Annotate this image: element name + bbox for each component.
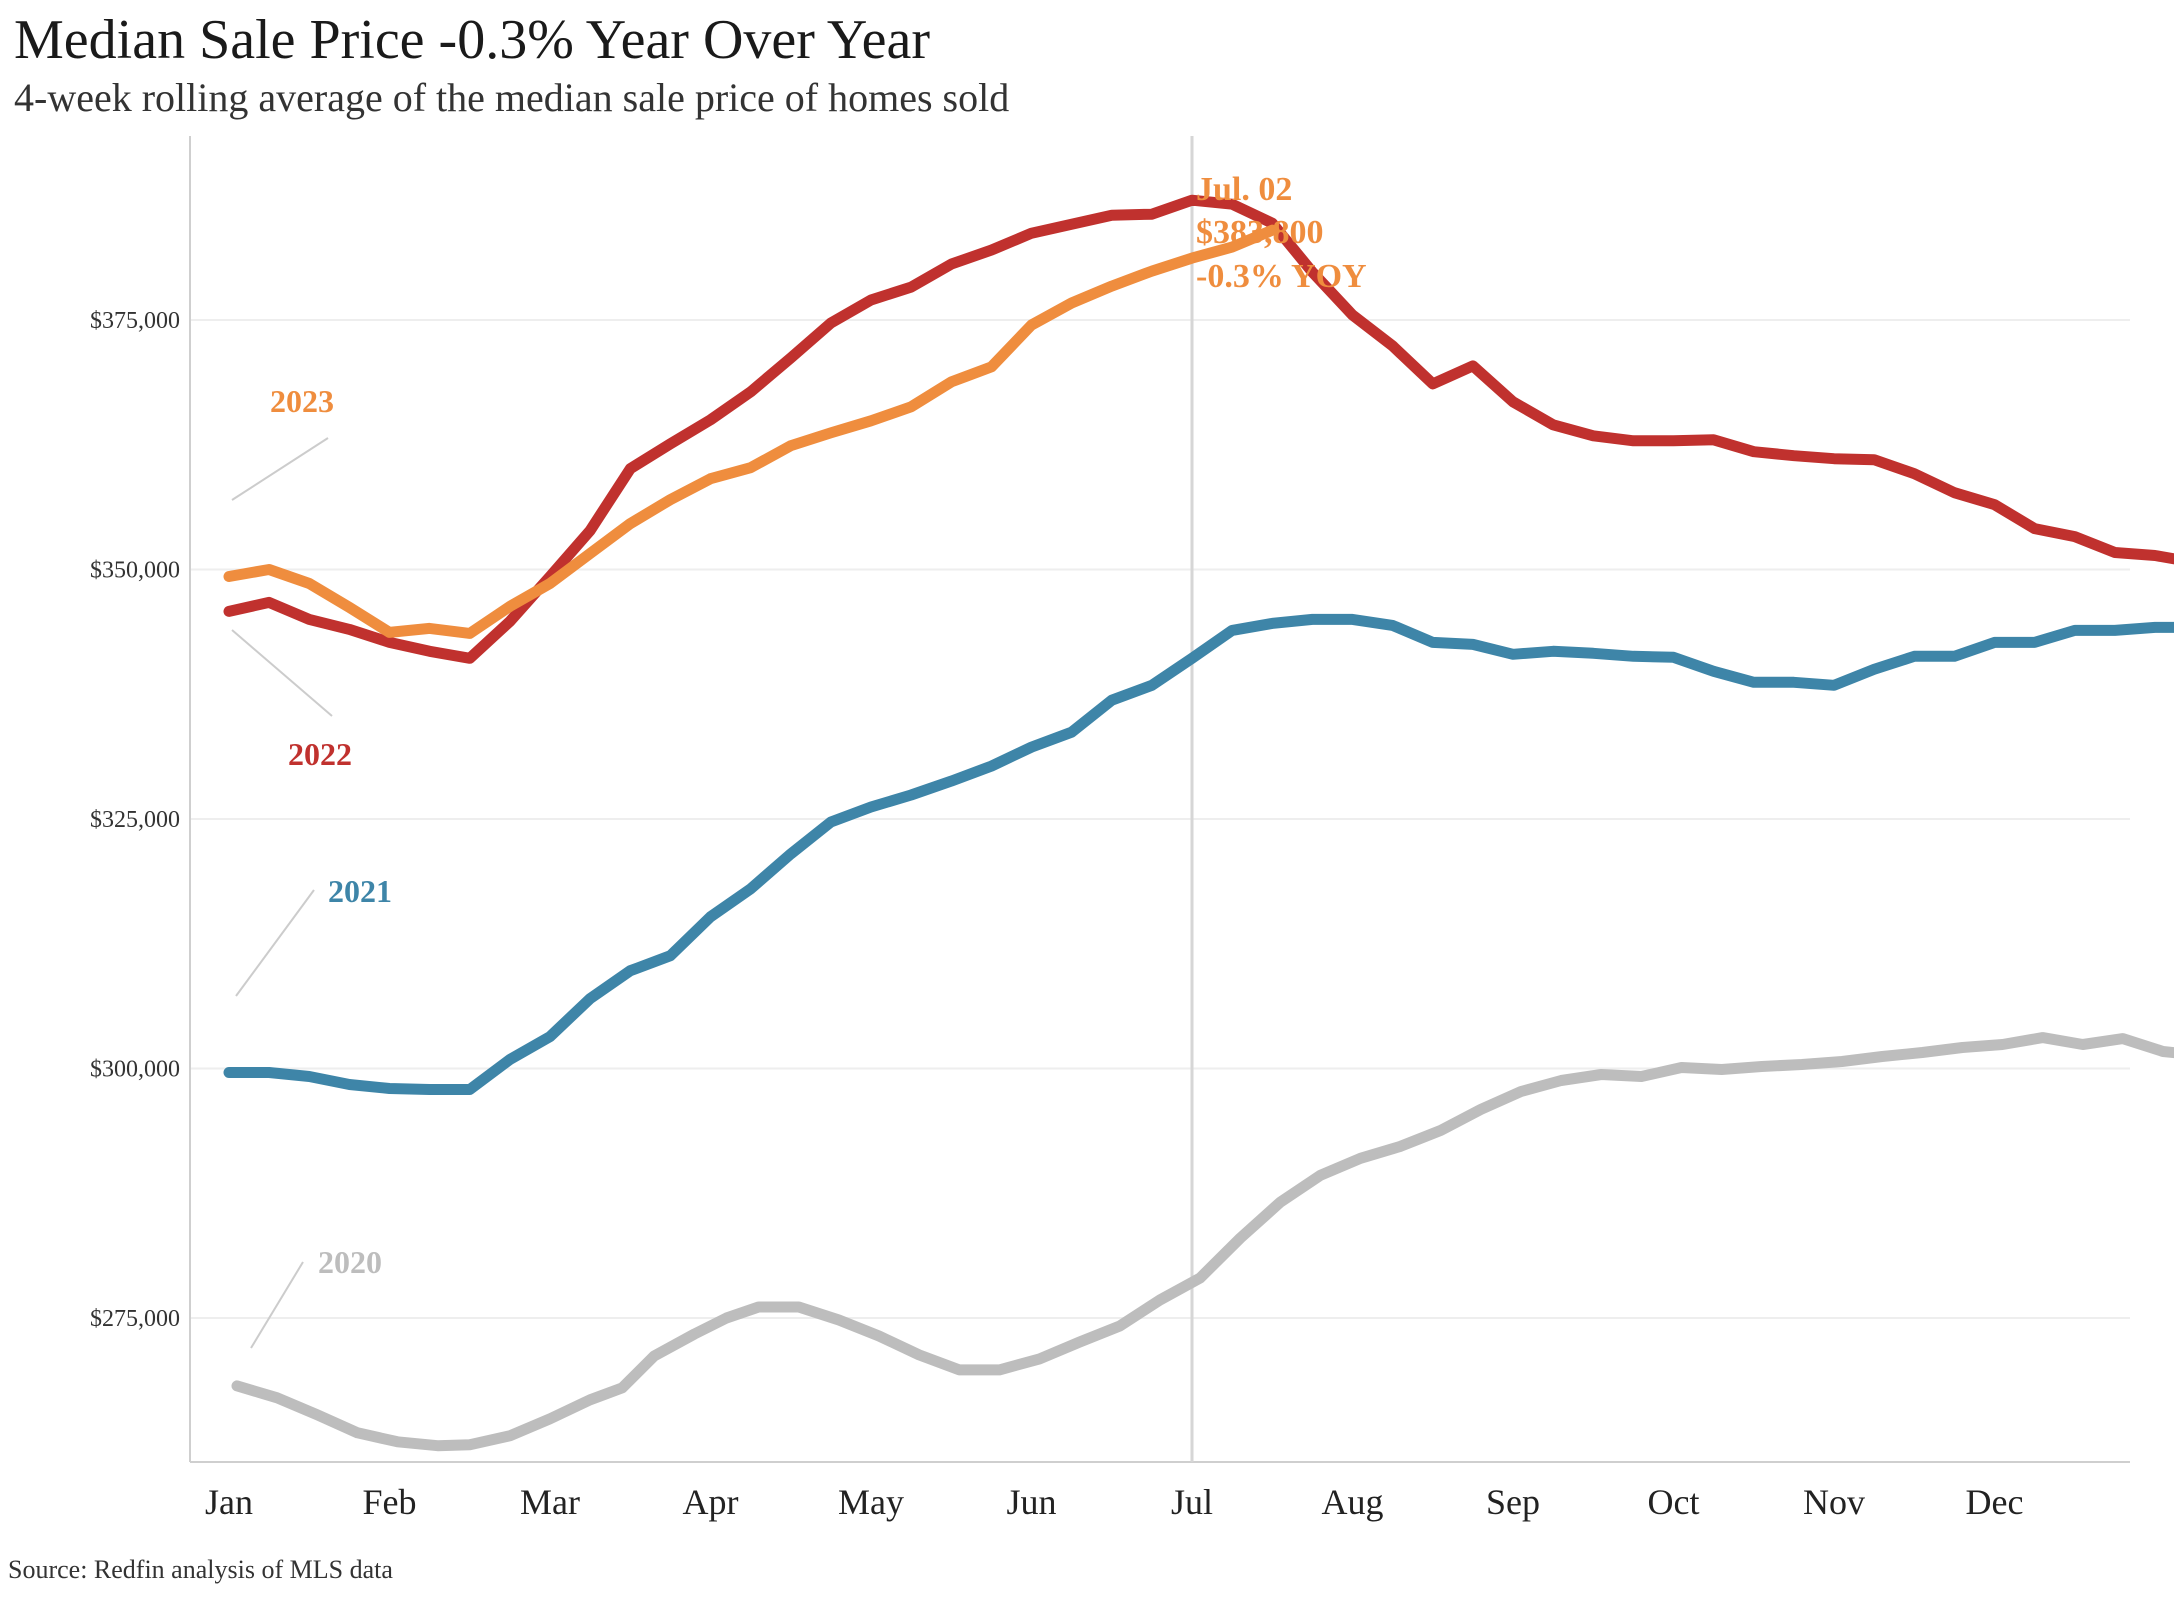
y-tick-label: $375,000 <box>90 308 180 334</box>
x-tick-label: Feb <box>363 1482 417 1522</box>
y-tick-label: $275,000 <box>90 1306 180 1332</box>
x-tick-label: Jan <box>205 1482 253 1522</box>
chart-title: Median Sale Price -0.3% Year Over Year <box>14 9 931 71</box>
chart-subtitle: 4-week rolling average of the median sal… <box>14 75 1010 120</box>
legend-label-2020: 2020 <box>318 1244 382 1280</box>
legend-label-2023: 2023 <box>270 383 334 419</box>
x-tick-label: Mar <box>520 1482 580 1522</box>
series-lines <box>223 194 2174 1452</box>
label-leader-2022 <box>231 629 333 717</box>
y-tick-label: $300,000 <box>90 1057 180 1083</box>
x-tick-label: Jul <box>1171 1482 1213 1522</box>
x-tick-label: Oct <box>1648 1482 1700 1522</box>
x-tick-label: May <box>838 1482 904 1522</box>
series-label-2021: 2021 <box>235 873 392 997</box>
y-tick-label: $325,000 <box>90 807 180 833</box>
series-label-2020: 2020 <box>250 1244 382 1349</box>
x-tick-label: Aug <box>1322 1482 1384 1522</box>
legend-label-2021: 2021 <box>328 873 392 909</box>
current-value-annotation: Jul. 02 $383,800 -0.3% YOY <box>1196 171 1367 295</box>
y-tick-label: $350,000 <box>90 558 180 584</box>
source-note: Source: Redfin analysis of MLS data <box>8 1555 393 1584</box>
x-tick-label: Apr <box>683 1482 739 1522</box>
grid-lines <box>190 319 2130 1319</box>
series-line-2023 <box>223 224 1278 639</box>
annotation-value: $383,800 <box>1196 214 1324 251</box>
series-line-2022 <box>223 194 2174 664</box>
x-tick-label: Dec <box>1966 1482 2024 1522</box>
label-leader-2020 <box>250 1261 304 1349</box>
y-axis-ticks: $275,000 $300,000 $325,000 $350,000 $375,000 <box>90 308 180 1332</box>
series-line-2021 <box>223 613 2174 1095</box>
annotation-yoy-change: -0.3% YOY <box>1196 258 1367 295</box>
series-label-2022: 2022 <box>231 629 352 772</box>
annotation-date: Jul. 02 <box>1196 171 1292 208</box>
series-label-2023: 2023 <box>231 383 334 501</box>
label-leader-2023 <box>231 437 329 501</box>
x-tick-label: Nov <box>1803 1482 1865 1522</box>
x-tick-label: Sep <box>1486 1482 1540 1522</box>
axes <box>189 136 2130 1463</box>
legend-label-2022: 2022 <box>288 736 352 772</box>
label-leader-2021 <box>235 889 315 997</box>
series-line-2020 <box>231 1032 2174 1452</box>
x-axis-ticks: Jan Feb Mar Apr May Jun Jul Aug Sep Oct Nov Dec <box>205 1482 2023 1522</box>
x-tick-label: Jun <box>1006 1482 1056 1522</box>
